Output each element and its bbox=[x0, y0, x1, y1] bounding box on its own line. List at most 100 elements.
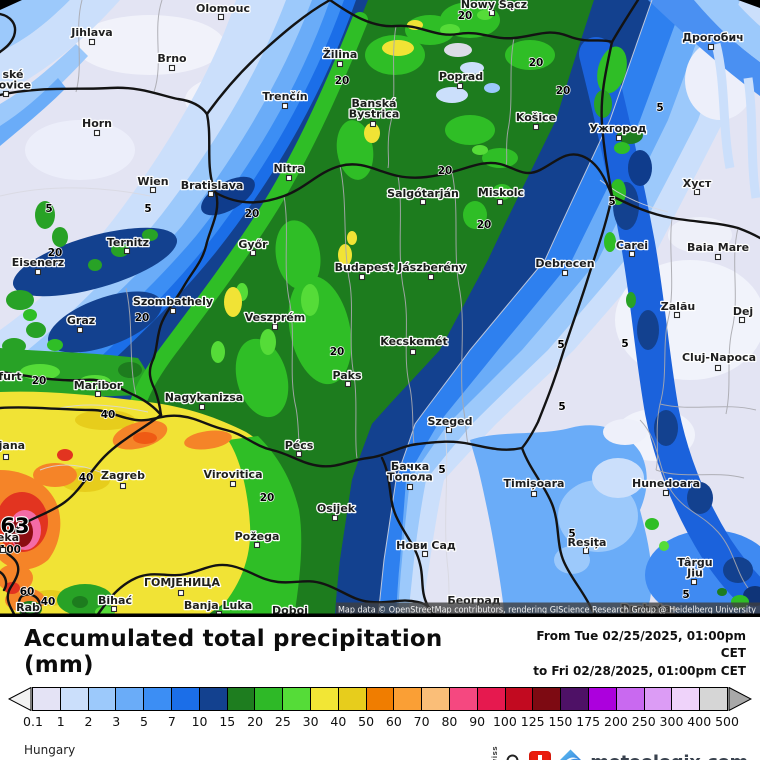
contour-value-label: 60 bbox=[20, 586, 35, 598]
city-marker bbox=[496, 198, 504, 206]
city-marker bbox=[421, 550, 429, 558]
scale-cell bbox=[310, 688, 339, 711]
city-label: Cluj-Napoca bbox=[682, 351, 756, 364]
attribution-bar bbox=[336, 602, 760, 616]
scale-cell bbox=[338, 688, 367, 711]
city-marker bbox=[2, 453, 10, 461]
city-marker bbox=[427, 273, 435, 281]
city-marker bbox=[94, 390, 102, 398]
city-marker bbox=[532, 123, 540, 131]
city-marker bbox=[88, 38, 96, 46]
city-label: Graz bbox=[67, 314, 95, 327]
scale-cell bbox=[171, 688, 200, 711]
legend-title: Accumulated total precipitation (mm) bbox=[24, 626, 443, 678]
city-label: Бачка Топола bbox=[387, 460, 433, 484]
contour-value-label: 63 bbox=[0, 514, 29, 538]
color-scale: 0.1 1 2 3 5 7 10 15 20 25 30 40 50 60 70 80 90 100 125 150 1… bbox=[8, 687, 752, 731]
city-label: Győr bbox=[238, 238, 268, 251]
city-label: Požega bbox=[235, 530, 280, 543]
city-marker bbox=[177, 589, 185, 597]
city-label: Baia Mare bbox=[687, 241, 749, 254]
city-marker bbox=[281, 102, 289, 110]
city-label: eka bbox=[0, 531, 19, 544]
city-marker bbox=[358, 273, 366, 281]
city-label: Hunedoara bbox=[632, 477, 700, 490]
map-canvas: 20 20 20 20 20 20 20 20 20 20 20 20 5 5 5 5 5 5 5 5 5 5 40 40 40… bbox=[0, 0, 760, 617]
city-marker bbox=[217, 13, 225, 21]
scale-tick: 250 bbox=[631, 714, 656, 730]
city-label: Osijek bbox=[317, 502, 356, 515]
city-marker bbox=[76, 326, 84, 334]
city-marker bbox=[123, 247, 131, 255]
meteologix-logo-icon bbox=[559, 749, 582, 760]
scale-tick: 40 bbox=[330, 714, 347, 730]
city-marker bbox=[168, 64, 176, 72]
scale-cell bbox=[199, 688, 228, 711]
city-marker bbox=[582, 547, 590, 555]
contour-value-label: 40 bbox=[41, 596, 56, 608]
city-label: Zalău bbox=[661, 300, 695, 313]
city-label: Szeged bbox=[428, 415, 473, 428]
city-marker bbox=[271, 323, 279, 331]
contour-value-label: 20 bbox=[260, 492, 275, 504]
precipitation-map[interactable]: 20 20 20 20 20 20 20 20 20 20 20 20 5 5 5 5 5 5 5 5 5 5 40 40 40… bbox=[0, 0, 760, 617]
city-label: Jihlava bbox=[70, 26, 112, 39]
city-label: Virovitica bbox=[204, 468, 263, 481]
city-label: Košice bbox=[516, 111, 556, 124]
scale-cell bbox=[116, 688, 145, 711]
city-label: Banja Luka bbox=[184, 599, 252, 612]
scale-cell bbox=[588, 688, 617, 711]
contour-label-layer: 20 20 20 20 20 20 20 20 20 20 20 20 5 5 5 5 5 5 5 5 5 5 40 40 40… bbox=[0, 9, 690, 608]
contour-value-label: 20 bbox=[135, 312, 150, 324]
city-marker bbox=[229, 480, 237, 488]
city-marker bbox=[149, 186, 157, 194]
city-label: Nitra bbox=[273, 162, 304, 175]
scale-cell bbox=[394, 688, 423, 711]
scale-tick: 300 bbox=[659, 714, 684, 730]
contour-value-label: 20 bbox=[335, 75, 350, 87]
city-label: Trenčín bbox=[262, 90, 307, 103]
scale-tick: 70 bbox=[413, 714, 430, 730]
city-marker bbox=[119, 482, 127, 490]
city-label: furt bbox=[0, 370, 22, 383]
city-label: Ternitz bbox=[107, 236, 149, 249]
scale-cell bbox=[422, 688, 450, 711]
scale-tick: 100 bbox=[492, 714, 517, 730]
city-marker bbox=[93, 129, 101, 137]
contour-value-label: 20 bbox=[458, 10, 473, 22]
scale-cells bbox=[32, 687, 728, 712]
scale-cell bbox=[88, 688, 117, 711]
scale-cell bbox=[449, 688, 478, 711]
scale-tick: 175 bbox=[576, 714, 601, 730]
scale-tick: 80 bbox=[441, 714, 458, 730]
city-label: Budapest bbox=[335, 261, 394, 274]
city-marker bbox=[662, 489, 670, 497]
contour-value-label: 20 bbox=[438, 165, 453, 177]
city-label: Eisenerz bbox=[12, 256, 64, 269]
city-marker bbox=[419, 198, 427, 206]
swiss-flag-icon bbox=[529, 751, 552, 760]
contour-value-label: 20 bbox=[245, 208, 260, 220]
city-marker bbox=[530, 490, 538, 498]
contour-value-label: 5 bbox=[608, 196, 615, 208]
scale-cell bbox=[477, 688, 506, 711]
scale-tick: 400 bbox=[687, 714, 712, 730]
city-label: Rab bbox=[16, 601, 40, 614]
city-label: Dej bbox=[733, 305, 753, 318]
city-marker bbox=[409, 348, 417, 356]
scale-cell bbox=[700, 688, 727, 711]
city-marker bbox=[693, 188, 701, 196]
scale-cell bbox=[366, 688, 395, 711]
scale-tick: 30 bbox=[302, 714, 319, 730]
city-label: Reșița bbox=[568, 536, 607, 549]
scale-tick: 20 bbox=[247, 714, 264, 730]
city-label: Bratislava bbox=[181, 179, 244, 192]
contour-value-label: 20 bbox=[477, 219, 492, 231]
scale-cell bbox=[672, 688, 701, 711]
contour-value-label: 5 bbox=[45, 203, 52, 215]
city-marker bbox=[445, 426, 453, 434]
scale-cell bbox=[644, 688, 673, 711]
city-label: Kecskemét bbox=[380, 335, 448, 348]
city-label: skéjovice bbox=[0, 68, 31, 92]
swiss-hd-label: swiss HD bbox=[491, 746, 500, 760]
